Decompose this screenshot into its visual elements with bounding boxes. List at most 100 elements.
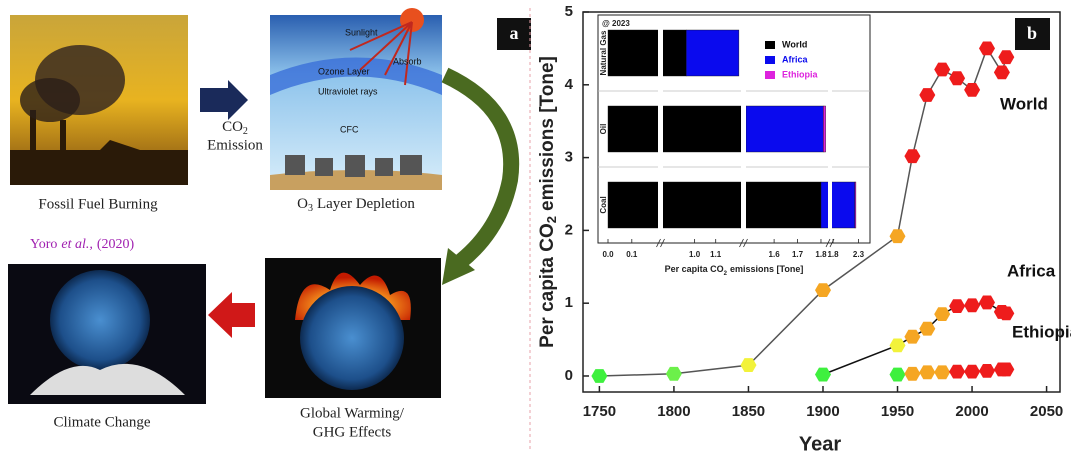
annotation: @ 2023 bbox=[602, 19, 630, 28]
axis-break bbox=[658, 16, 663, 242]
x-tick-label: 1850 bbox=[732, 403, 765, 420]
point bbox=[919, 88, 935, 102]
bar bbox=[608, 182, 821, 228]
caption: O3 Layer Depletion bbox=[297, 196, 415, 214]
panel-label: a bbox=[510, 23, 519, 43]
panel-label: b bbox=[1027, 23, 1037, 43]
point bbox=[904, 367, 920, 381]
series-name: World bbox=[1000, 94, 1048, 113]
x-tick-label: 2050 bbox=[1030, 403, 1063, 420]
point bbox=[949, 299, 965, 313]
x-tick-label: 1.8 bbox=[815, 250, 827, 259]
y-label-text: Per capita CO bbox=[537, 223, 558, 348]
x-tick-label: 1.6 bbox=[769, 250, 781, 259]
co2-label: CO2 bbox=[222, 119, 248, 137]
author: Yoro bbox=[30, 237, 57, 252]
point bbox=[815, 368, 831, 382]
x-tick-label: 1.7 bbox=[792, 250, 804, 259]
caption: Climate Change bbox=[53, 414, 150, 430]
image-label: Ozone Layer bbox=[318, 66, 370, 76]
point bbox=[591, 369, 607, 383]
point bbox=[979, 42, 995, 56]
point bbox=[949, 365, 965, 379]
panel-a: Fossil Fuel Burning CO2 Emission Sunligh… bbox=[8, 8, 531, 450]
point bbox=[964, 298, 980, 312]
etal: et al., bbox=[61, 237, 93, 252]
point bbox=[919, 365, 935, 379]
point bbox=[890, 339, 906, 353]
arrow bbox=[208, 292, 255, 338]
y-tick-label: 4 bbox=[565, 76, 574, 93]
legend-label: Ethiopia bbox=[782, 69, 818, 79]
point bbox=[890, 368, 906, 382]
legend-label: World bbox=[782, 39, 807, 49]
year: (2020) bbox=[97, 237, 135, 252]
caption-text: Layer Depletion bbox=[317, 196, 415, 212]
y-tick-label: 2 bbox=[565, 221, 573, 238]
co2-label: Emission bbox=[207, 137, 263, 153]
x-axis-label: Year bbox=[799, 433, 841, 455]
x-tick-label: 1.1 bbox=[710, 250, 722, 259]
bar bbox=[746, 106, 823, 152]
point bbox=[994, 66, 1010, 80]
x-label-rest: emissions [Tone] bbox=[730, 264, 803, 274]
smoke bbox=[20, 78, 80, 122]
x-tick-label: 0.1 bbox=[626, 250, 638, 259]
y-label-rest: emissions [Tone] bbox=[537, 56, 558, 211]
earth bbox=[50, 270, 150, 370]
y-tick-label: 5 bbox=[565, 3, 573, 20]
subscript: 3 bbox=[308, 203, 313, 214]
legend-label: Africa bbox=[782, 54, 809, 64]
figure: Fossil Fuel Burning CO2 Emission Sunligh… bbox=[0, 0, 1071, 457]
x-tick-label: 0.0 bbox=[602, 250, 614, 259]
series-name: Africa bbox=[1007, 261, 1056, 280]
x-tick-label: 1900 bbox=[806, 403, 839, 420]
citation: Yoro et al., (2020) bbox=[30, 237, 135, 252]
point bbox=[934, 63, 950, 77]
axis-break bbox=[828, 16, 832, 242]
category-label: Natural Gas bbox=[599, 30, 608, 75]
point bbox=[904, 330, 920, 344]
y-tick-label: 3 bbox=[565, 149, 573, 166]
caption: GHG Effects bbox=[313, 424, 392, 440]
point bbox=[934, 365, 950, 379]
arrow bbox=[200, 80, 248, 120]
image-label: CFC bbox=[340, 124, 359, 134]
category-label: Oil bbox=[599, 124, 608, 135]
bar bbox=[823, 106, 825, 152]
point bbox=[979, 296, 995, 310]
series-name: Ethiopia bbox=[1012, 322, 1071, 341]
axis-break bbox=[741, 16, 746, 242]
y-tick-label: 0 bbox=[565, 367, 573, 384]
x-tick-label: 2000 bbox=[955, 403, 988, 420]
image-label: Ultraviolet rays bbox=[318, 86, 378, 96]
point bbox=[666, 367, 682, 381]
legend-swatch bbox=[765, 56, 775, 64]
x-tick-label: 1950 bbox=[881, 403, 914, 420]
point bbox=[964, 365, 980, 379]
legend-swatch bbox=[765, 41, 775, 49]
point bbox=[998, 50, 1014, 64]
category-label: Coal bbox=[599, 196, 608, 213]
image-label: Sunlight bbox=[345, 27, 378, 37]
bar bbox=[855, 182, 856, 228]
legend-swatch bbox=[765, 71, 775, 79]
caption: Fossil Fuel Burning bbox=[38, 196, 158, 212]
bar bbox=[608, 30, 686, 76]
x-label-text: Per capita CO bbox=[665, 264, 724, 274]
subscript: 2 bbox=[544, 216, 559, 223]
subscript: 2 bbox=[724, 271, 728, 277]
x-tick-label: 1.0 bbox=[689, 250, 701, 259]
prefix: O bbox=[297, 196, 308, 212]
caption: Global Warming/ bbox=[300, 405, 405, 421]
x-tick-label: 1.8 bbox=[827, 250, 839, 259]
x-tick-label: 1800 bbox=[657, 403, 690, 420]
x-tick-label: 2.3 bbox=[853, 250, 865, 259]
arrow bbox=[445, 75, 511, 262]
formula: CO bbox=[222, 119, 243, 135]
y-axis-label: Per capita CO2 emissions [Tone] bbox=[537, 56, 559, 348]
image-label: Absorb bbox=[393, 56, 422, 66]
earth bbox=[300, 286, 404, 390]
point bbox=[979, 364, 995, 378]
